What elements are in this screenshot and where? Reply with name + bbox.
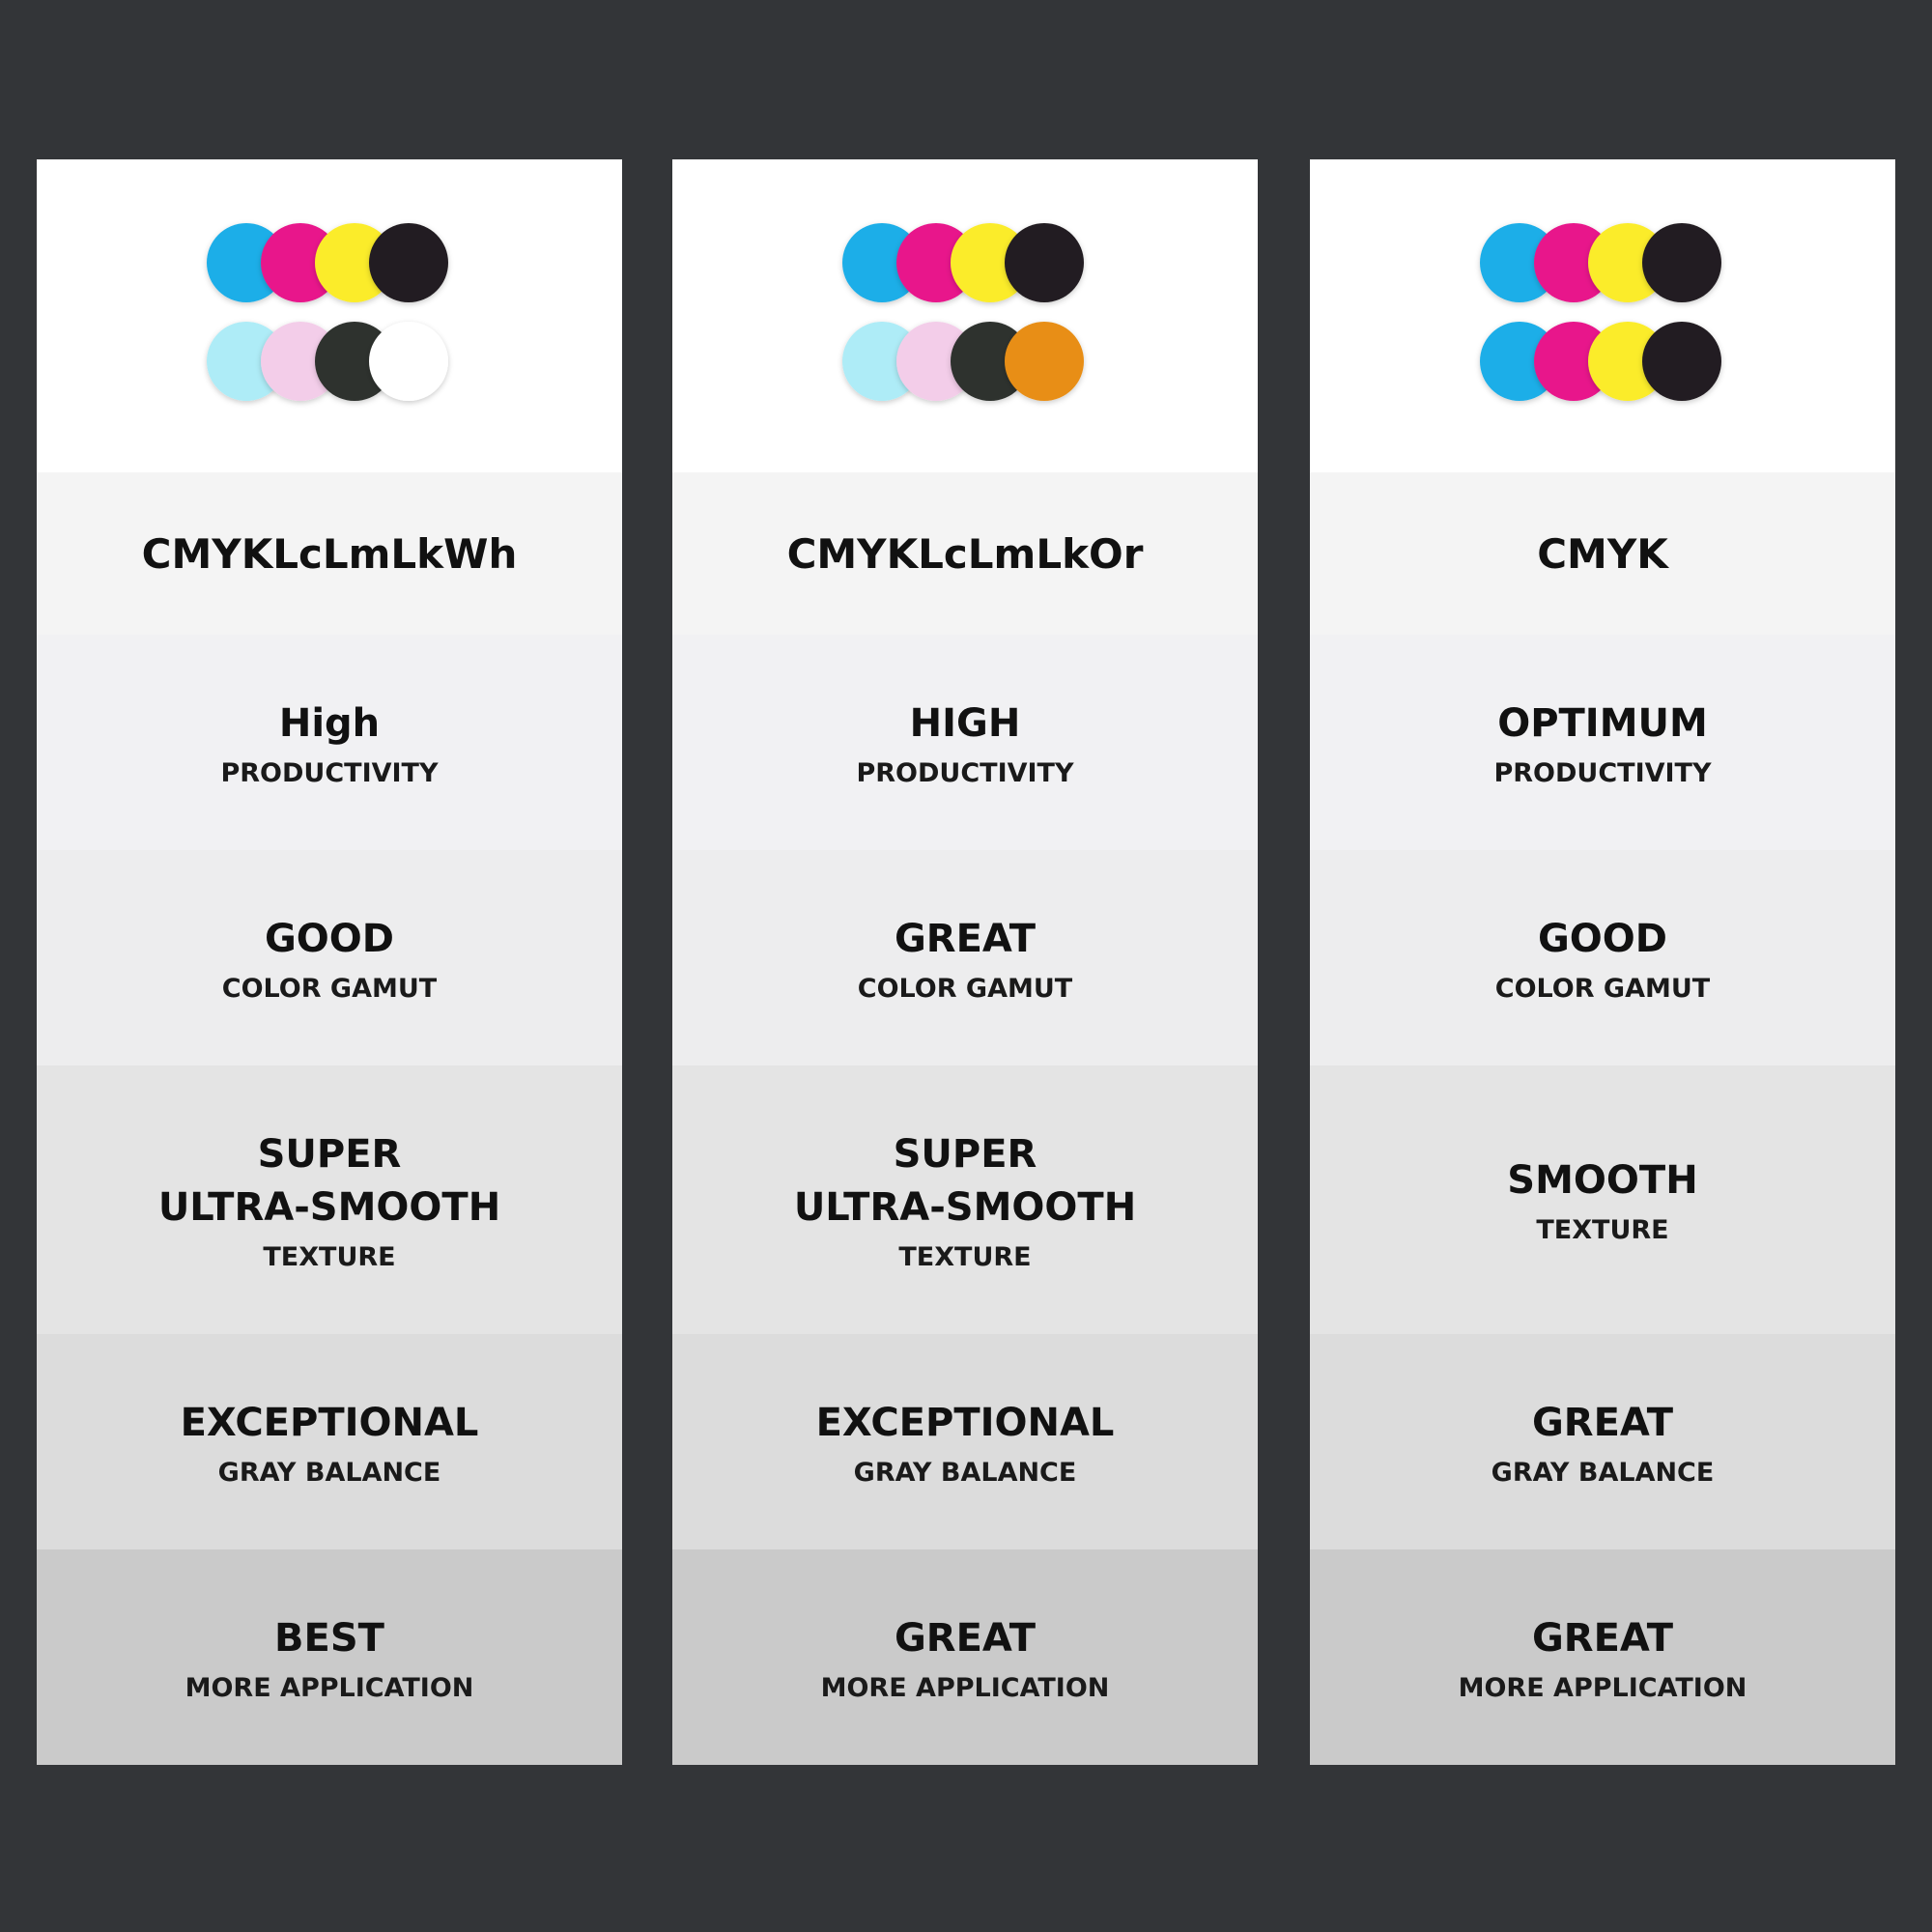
- feature-label: GRAY BALANCE: [853, 1457, 1077, 1488]
- column: CMYK OPTIMUM PRODUCTIVITY GOOD COLOR GAMUT SM…: [1310, 159, 1895, 1765]
- feature-rating: High: [278, 700, 381, 746]
- ink-swatches: [842, 223, 1084, 401]
- feature-label: COLOR GAMUT: [221, 973, 438, 1004]
- feature-label: MORE APPLICATION: [820, 1672, 1110, 1703]
- feature-label: MORE APPLICATION: [1458, 1672, 1747, 1703]
- feature-label: PRODUCTIVITY: [1493, 757, 1712, 788]
- feature-row: EXCEPTIONAL GRAY BALANCE: [672, 1334, 1258, 1549]
- feature-row: High PRODUCTIVITY: [37, 635, 622, 850]
- feature-rating: EXCEPTIONAL: [815, 1400, 1115, 1445]
- feature-rating: GREAT: [894, 916, 1037, 961]
- feature-rating: ULTRA-SMOOTH: [157, 1184, 501, 1230]
- feature-label: COLOR GAMUT: [1494, 973, 1711, 1004]
- feature-row: OPTIMUM PRODUCTIVITY: [1310, 635, 1895, 850]
- feature-label: TEXTURE: [1536, 1215, 1669, 1245]
- feature-rating: GREAT: [1531, 1615, 1674, 1661]
- column: CMYKLcLmLkOr HIGH PRODUCTIVITY GREAT COLOR G…: [672, 159, 1258, 1765]
- ink-name: CMYK: [1310, 472, 1895, 635]
- ink-swatches: [1480, 223, 1721, 401]
- ink-dot: [1642, 223, 1721, 302]
- ink-name: CMYKLcLmLkWh: [37, 472, 622, 635]
- feature-label: PRODUCTIVITY: [220, 757, 439, 788]
- feature-row: GOOD COLOR GAMUT: [37, 850, 622, 1065]
- feature-label: GRAY BALANCE: [217, 1457, 441, 1488]
- ink-dot: [1642, 322, 1721, 401]
- feature-row: SUPER ULTRA-SMOOTH TEXTURE: [672, 1065, 1258, 1334]
- feature-label: TEXTURE: [263, 1241, 396, 1272]
- feature-row: SMOOTH TEXTURE: [1310, 1065, 1895, 1334]
- feature-row: GREAT MORE APPLICATION: [672, 1549, 1258, 1765]
- feature-row: GREAT COLOR GAMUT: [672, 850, 1258, 1065]
- feature-row: GREAT MORE APPLICATION: [1310, 1549, 1895, 1765]
- feature-label: MORE APPLICATION: [185, 1672, 474, 1703]
- feature-rating: OPTIMUM: [1497, 700, 1708, 746]
- ink-dot: [1005, 322, 1084, 401]
- feature-rating: HIGH: [909, 700, 1021, 746]
- ink-header: [672, 159, 1258, 472]
- ink-header: [37, 159, 622, 472]
- feature-row: HIGH PRODUCTIVITY: [672, 635, 1258, 850]
- feature-row: EXCEPTIONAL GRAY BALANCE: [37, 1334, 622, 1549]
- column: CMYKLcLmLkWh High PRODUCTIVITY GOOD COLOR GA…: [37, 159, 622, 1765]
- ink-dot: [1005, 223, 1084, 302]
- feature-row: GOOD COLOR GAMUT: [1310, 850, 1895, 1065]
- ink-dot: [369, 322, 448, 401]
- feature-row: SUPER ULTRA-SMOOTH TEXTURE: [37, 1065, 622, 1334]
- feature-rating: SUPER: [893, 1131, 1037, 1177]
- feature-label: TEXTURE: [898, 1241, 1032, 1272]
- feature-row: BEST MORE APPLICATION: [37, 1549, 622, 1765]
- feature-rating: GREAT: [894, 1615, 1037, 1661]
- feature-label: PRODUCTIVITY: [856, 757, 1074, 788]
- feature-label: COLOR GAMUT: [857, 973, 1073, 1004]
- feature-rating: BEST: [274, 1615, 384, 1661]
- feature-rating: SMOOTH: [1507, 1158, 1698, 1203]
- feature-rating: GOOD: [264, 916, 395, 961]
- feature-rating: GREAT: [1531, 1400, 1674, 1445]
- ink-dot: [369, 223, 448, 302]
- feature-label: GRAY BALANCE: [1491, 1457, 1715, 1488]
- feature-rating: SUPER: [257, 1131, 402, 1177]
- ink-header: [1310, 159, 1895, 472]
- ink-swatches: [207, 223, 448, 401]
- feature-row: GREAT GRAY BALANCE: [1310, 1334, 1895, 1549]
- feature-rating: GOOD: [1537, 916, 1668, 961]
- ink-name: CMYKLcLmLkOr: [672, 472, 1258, 635]
- feature-rating: ULTRA-SMOOTH: [793, 1184, 1137, 1230]
- feature-rating: EXCEPTIONAL: [180, 1400, 479, 1445]
